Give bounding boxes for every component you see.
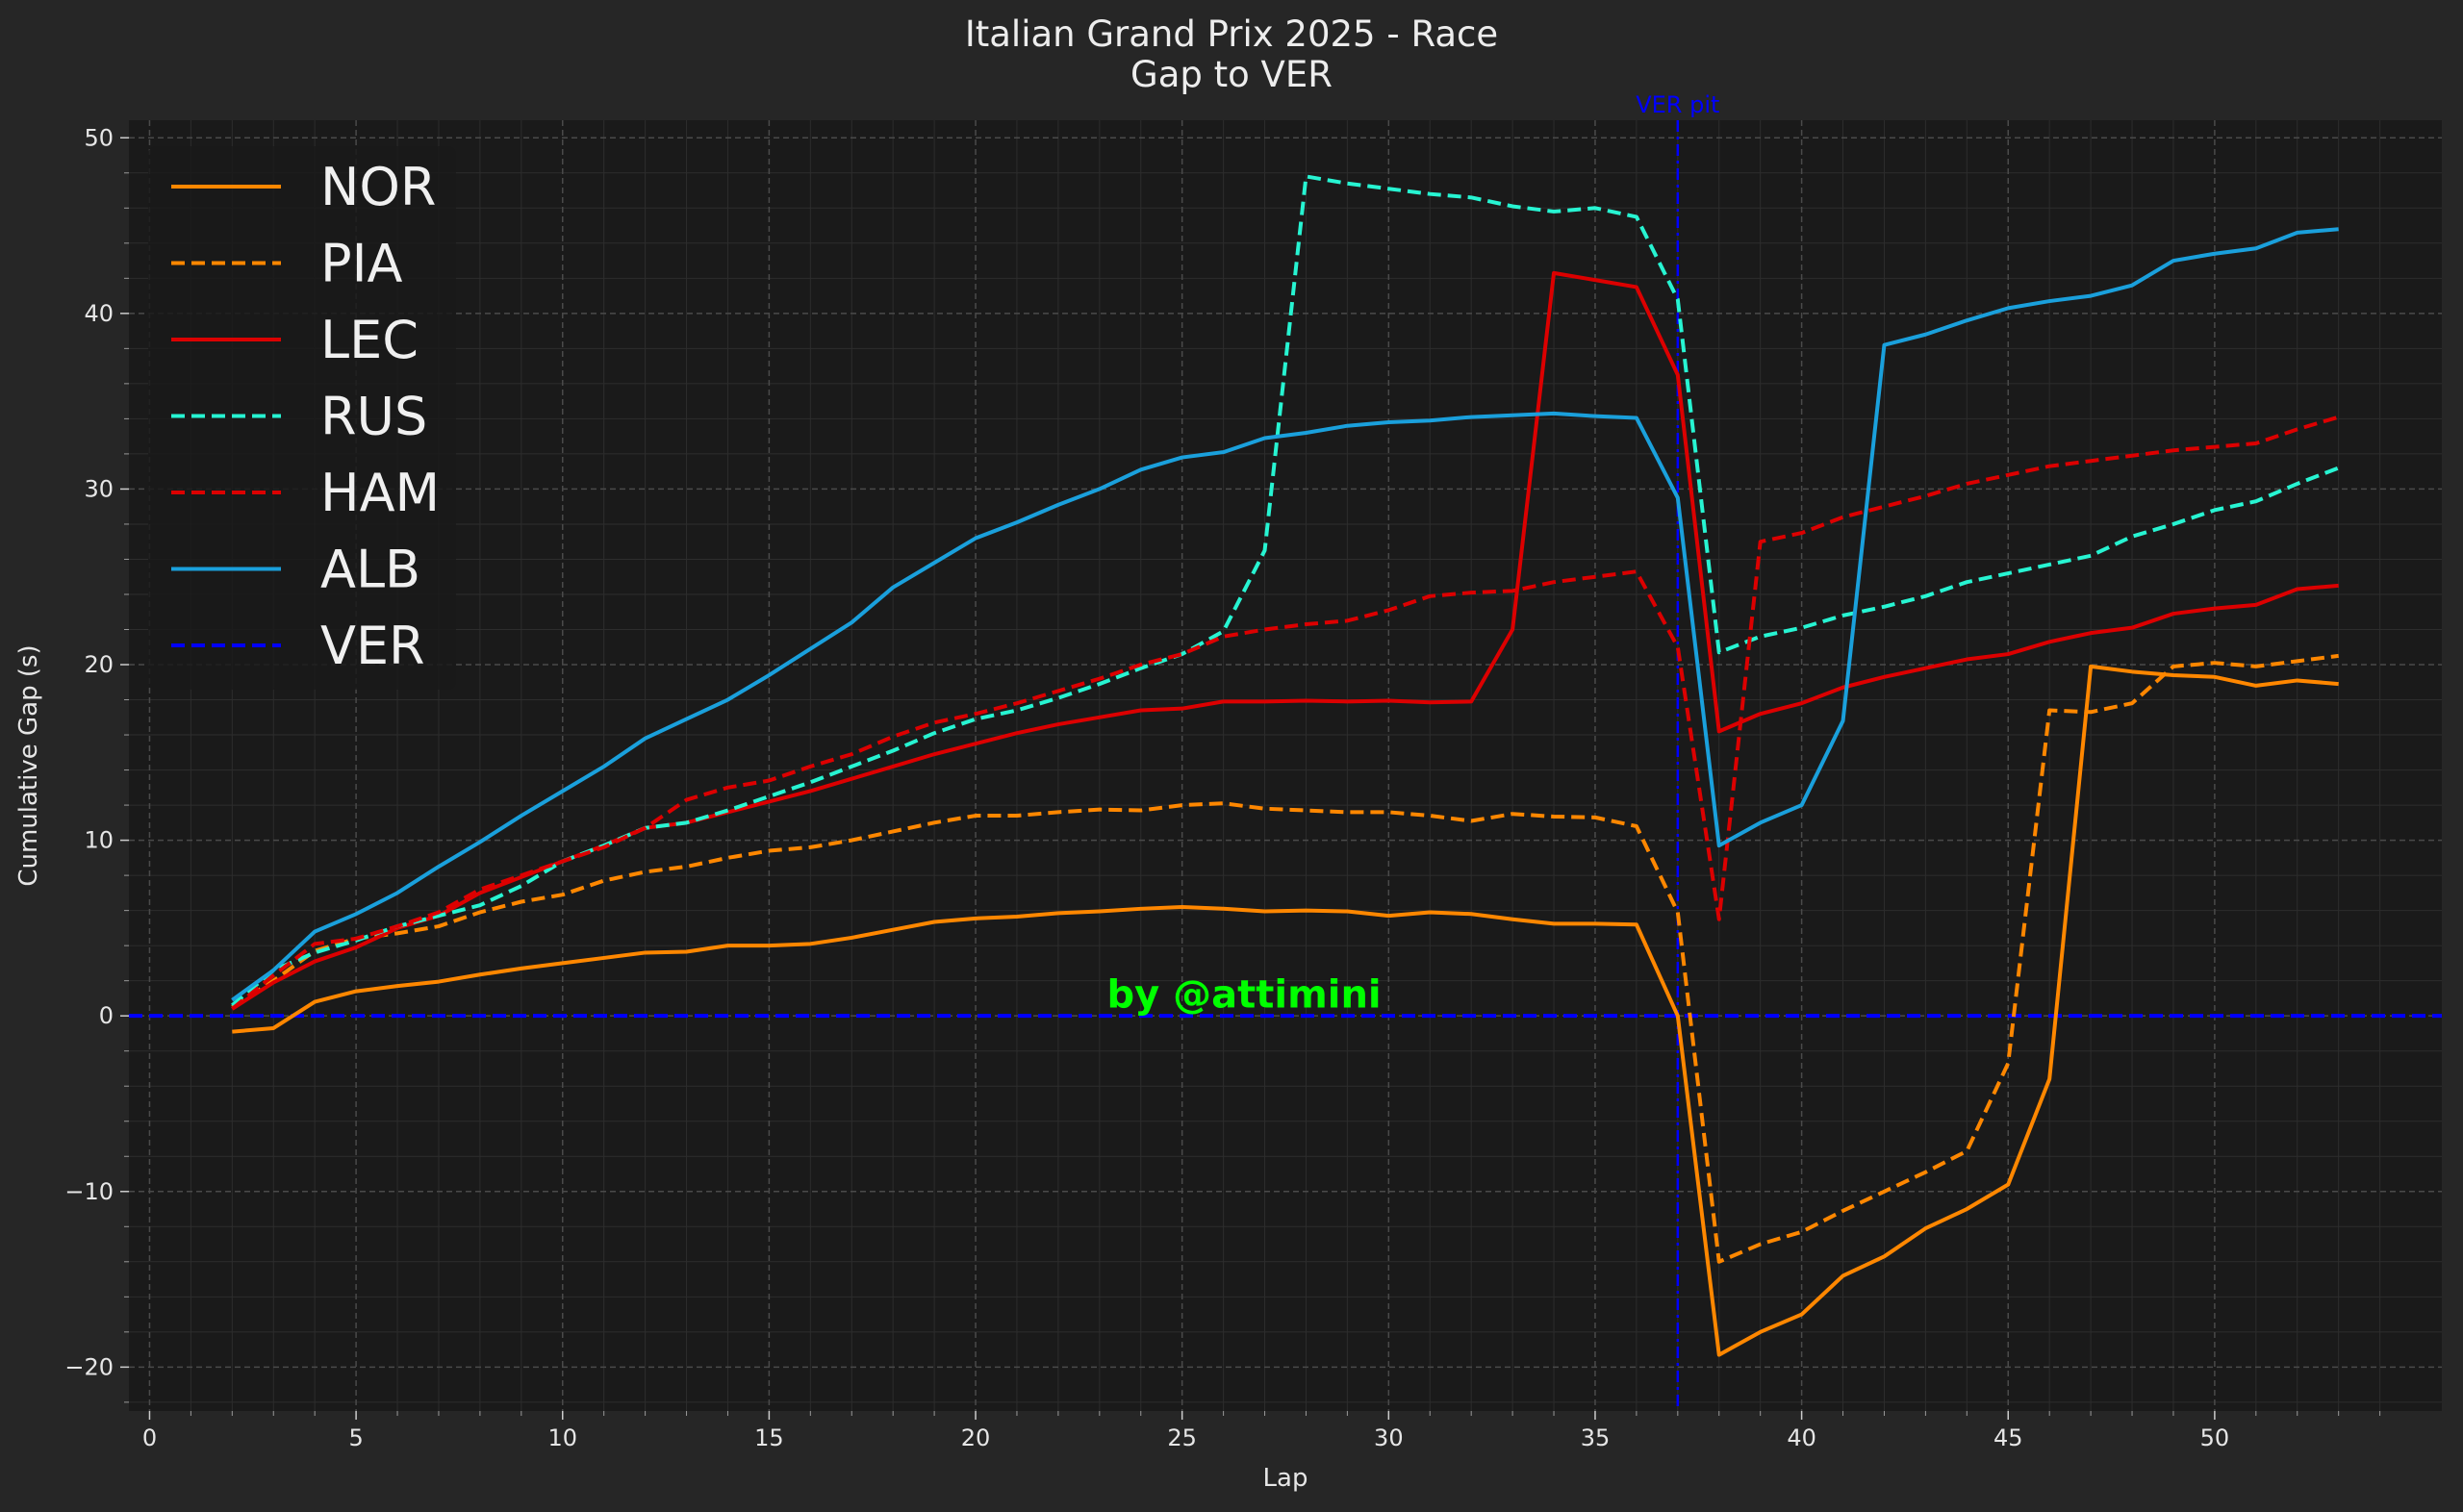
x-tick-label: 35: [1581, 1424, 1611, 1451]
y-tick-label: 40: [84, 300, 114, 327]
y-tick-label: −10: [64, 1178, 114, 1205]
series-line-nor: [232, 664, 2339, 1357]
legend-label-nor: NOR: [320, 157, 436, 217]
series-line-pia: [231, 653, 2339, 1264]
series-layer: [129, 174, 2442, 1357]
y-axis-label: Cumulative Gap (s): [14, 644, 43, 886]
chart-title: Italian Grand Prix 2025 - Race: [964, 13, 1499, 55]
legend-label-ver: VER: [320, 616, 425, 676]
x-tick-label: 45: [1993, 1424, 2023, 1451]
x-tick-label: 15: [754, 1424, 784, 1451]
x-tick-label: 20: [961, 1424, 991, 1451]
plot-area: [129, 120, 2442, 1411]
x-tick-label: 30: [1374, 1424, 1404, 1451]
y-tick-label: 0: [99, 1002, 114, 1029]
legend-box: [148, 146, 456, 690]
legend-label-rus: RUS: [320, 387, 427, 447]
chart-subtitle: Gap to VER: [1130, 54, 1333, 95]
legend-label-pia: PIA: [320, 234, 402, 294]
x-tick-label: 50: [2200, 1424, 2230, 1451]
annotations-front: by @attimini: [1106, 972, 1381, 1017]
x-tick-label: 10: [547, 1424, 577, 1451]
y-tick-label: 50: [84, 124, 114, 151]
y-tick-label: 30: [84, 475, 114, 502]
x-axis-label: Lap: [1263, 1464, 1308, 1493]
axes: 0 5 10 15 20 25 30 35 40 45 50 −20 −10 0 10 20 30 40 50 Lap…: [14, 124, 2381, 1493]
annotations-back: VER pit: [1636, 91, 1719, 1411]
series-line-ham: [231, 415, 2340, 1011]
y-tick-label: −20: [64, 1353, 114, 1380]
x-tick-label: 25: [1167, 1424, 1197, 1451]
series-line-alb: [231, 227, 2339, 1002]
legend-label-alb: ALB: [320, 540, 420, 600]
y-tick-label: 10: [84, 827, 114, 854]
legend-label-lec: LEC: [320, 310, 419, 370]
legend: NOR PIA LEC RUS HAM ALB VER: [148, 146, 456, 690]
y-tick-label: 20: [84, 651, 114, 678]
legend-label-ham: HAM: [320, 463, 440, 523]
x-tick-label: 5: [348, 1424, 363, 1451]
watermark-text: by @attimini: [1106, 972, 1381, 1017]
x-tick-label: 40: [1787, 1424, 1816, 1451]
x-tick-label: 0: [142, 1424, 157, 1451]
ver-pit-label: VER pit: [1636, 91, 1719, 118]
